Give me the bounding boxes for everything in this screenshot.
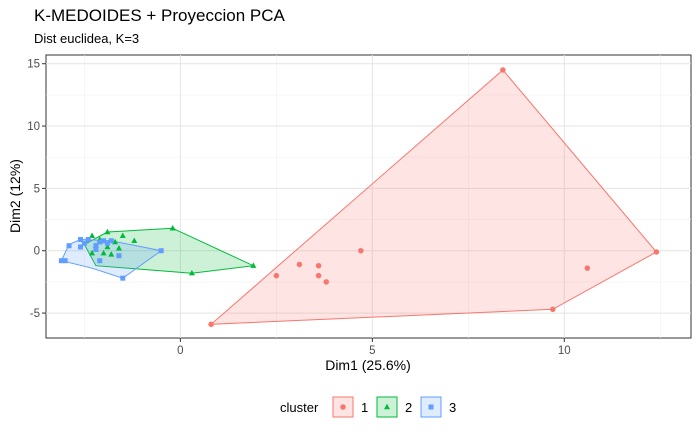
x-tick-label: 0 xyxy=(177,345,183,357)
cluster-2-point xyxy=(104,228,111,235)
y-tick-label: 0 xyxy=(34,246,40,258)
cluster-3-point xyxy=(97,258,103,264)
y-tick-label: -5 xyxy=(30,308,40,320)
cluster-1-point xyxy=(323,279,330,285)
legend-title: cluster xyxy=(280,400,319,415)
cluster-3-point xyxy=(78,244,84,250)
cluster-2-point xyxy=(104,243,111,250)
cluster-3-point xyxy=(81,240,87,246)
cluster-3-point xyxy=(120,275,126,281)
cluster-2-point xyxy=(119,232,126,238)
cluster-2-point xyxy=(188,269,195,276)
axis-ticks: 0 5 10 -5 0 5 10 15 xyxy=(27,59,570,357)
cluster-3-point xyxy=(101,238,107,244)
grid-lines xyxy=(46,55,691,338)
cluster-1-point xyxy=(358,247,364,254)
cluster-3-point xyxy=(93,246,99,252)
cluster-1-point xyxy=(315,262,322,269)
legend-label-1: 1 xyxy=(361,400,368,415)
y-axis-title: Dim2 (12%) xyxy=(7,159,23,233)
cluster-3-point xyxy=(58,258,64,264)
cluster-3-point xyxy=(104,240,110,246)
legend-marker-3 xyxy=(428,404,434,410)
cluster-3-point xyxy=(85,237,91,243)
cluster-1-point xyxy=(500,67,506,73)
x-tick-label: 10 xyxy=(558,345,571,357)
cluster-2-point xyxy=(250,262,257,268)
cluster-1-point xyxy=(296,261,303,268)
cluster-2-point xyxy=(89,232,96,238)
y-tick-label: 5 xyxy=(34,183,40,195)
cluster-1-point xyxy=(315,272,322,279)
cluster-3-point xyxy=(62,258,68,264)
cluster-1-point xyxy=(273,272,280,279)
chart-subtitle: Dist euclidea, K=3 xyxy=(34,31,140,46)
cluster-2-point xyxy=(100,249,107,256)
cluster-3-point xyxy=(66,243,72,249)
y-tick-label: 10 xyxy=(27,121,40,133)
cluster-2-point xyxy=(108,251,115,257)
cluster-hulls xyxy=(60,69,658,325)
cluster-2-point xyxy=(169,224,176,231)
legend-label-3: 3 xyxy=(449,400,456,415)
legend-marker-1 xyxy=(340,404,346,410)
cluster-3-point xyxy=(93,243,99,249)
cluster-3-point xyxy=(108,238,114,244)
cluster-1-point xyxy=(584,265,591,271)
cluster-1-point xyxy=(653,249,660,255)
chart-title: K-MEDOIDES + Proyeccion PCA xyxy=(34,6,285,25)
legend-label-2: 2 xyxy=(405,400,412,415)
y-tick-label: 15 xyxy=(27,59,40,71)
cluster-2-point xyxy=(89,249,96,256)
cluster-1-point xyxy=(550,306,556,313)
plot-panel xyxy=(45,54,692,339)
x-axis-title: Dim1 (25.6%) xyxy=(325,357,411,373)
data-points xyxy=(58,67,660,328)
cluster-1-point xyxy=(208,321,214,328)
cluster-2-point xyxy=(131,237,138,243)
cluster-2-point xyxy=(115,244,122,251)
cluster-3-point xyxy=(78,237,84,243)
legend: cluster 1 2 3 xyxy=(280,396,456,418)
cluster-3-point xyxy=(97,239,103,245)
cluster-3-point xyxy=(116,253,122,259)
legend-marker-2 xyxy=(384,403,390,410)
x-tick-label: 5 xyxy=(369,345,375,357)
cluster-3-point xyxy=(158,248,164,254)
